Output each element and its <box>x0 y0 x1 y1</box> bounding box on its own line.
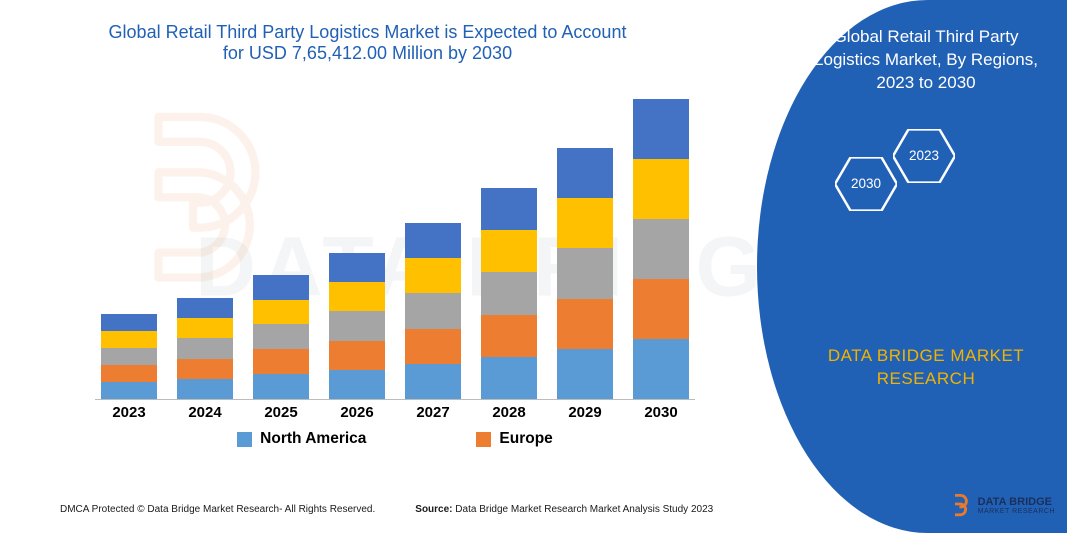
bar-2023 <box>101 314 157 399</box>
hex-label: 2030 <box>851 176 881 191</box>
databridge-logo-icon <box>950 493 972 519</box>
brand-name: DATA BRIDGE MARKET RESEARCH <box>805 345 1047 391</box>
bar-segment <box>405 293 461 329</box>
legend-item: Europe <box>476 430 552 448</box>
bar-segment <box>633 219 689 279</box>
bar-segment <box>557 148 613 198</box>
bar-segment <box>557 248 613 299</box>
bar-segment <box>557 198 613 248</box>
plot-region <box>95 100 695 400</box>
x-tick-label: 2023 <box>101 404 157 421</box>
bar-chart: 20232024202520262027202820292030 North A… <box>95 100 695 440</box>
legend-swatch <box>476 432 491 447</box>
bar-segment <box>177 379 233 399</box>
legend-label: North America <box>260 430 366 448</box>
bar-segment <box>405 329 461 364</box>
hex-badge-group: 2030 2023 <box>805 125 1047 235</box>
x-tick-label: 2029 <box>557 404 613 421</box>
legend-label: Europe <box>499 430 552 448</box>
bar-segment <box>481 357 537 399</box>
x-tick-label: 2025 <box>253 404 309 421</box>
bar-segment <box>177 318 233 338</box>
bar-segment <box>329 311 385 341</box>
hex-label: 2023 <box>909 148 939 163</box>
bar-segment <box>253 324 309 349</box>
hex-badge-2023: 2023 <box>893 129 955 183</box>
bar-segment <box>557 349 613 399</box>
footer-source-label: Source: <box>415 504 452 515</box>
bar-2028 <box>481 188 537 399</box>
bar-segment <box>101 314 157 331</box>
bar-segment <box>481 230 537 272</box>
side-panel: Global Retail Third Party Logistics Mark… <box>757 0 1067 533</box>
bar-segment <box>633 99 689 159</box>
bar-2030 <box>633 99 689 399</box>
chart-title-line2: for USD 7,65,412.00 Million by 2030 <box>90 43 645 64</box>
x-tick-label: 2024 <box>177 404 233 421</box>
bar-segment <box>329 370 385 399</box>
bar-2027 <box>405 223 461 399</box>
databridge-logo: DATA BRIDGE MARKET RESEARCH <box>950 493 1055 519</box>
brand-line: RESEARCH <box>805 368 1047 391</box>
bar-segment <box>557 299 613 349</box>
bar-segment <box>101 365 157 382</box>
bar-segment <box>405 364 461 399</box>
x-tick-label: 2027 <box>405 404 461 421</box>
bar-segment <box>101 382 157 399</box>
chart-title: Global Retail Third Party Logistics Mark… <box>90 22 645 64</box>
bar-segment <box>329 253 385 282</box>
bar-2025 <box>253 275 309 399</box>
bar-segment <box>253 275 309 300</box>
footer-source: Source: Data Bridge Market Research Mark… <box>415 504 713 515</box>
bar-segment <box>177 338 233 359</box>
bar-segment <box>633 339 689 399</box>
legend-item: North America <box>237 430 366 448</box>
x-tick-label: 2026 <box>329 404 385 421</box>
bar-segment <box>405 223 461 258</box>
bar-segment <box>329 282 385 311</box>
bar-2026 <box>329 253 385 399</box>
bar-2029 <box>557 148 613 399</box>
bar-segment <box>481 315 537 357</box>
bar-segment <box>253 374 309 399</box>
databridge-logo-text: DATA BRIDGE <box>978 497 1055 508</box>
bar-segment <box>329 341 385 370</box>
bar-segment <box>177 359 233 379</box>
bar-segment <box>101 331 157 348</box>
chart-legend: North America Europe <box>95 430 695 448</box>
bar-segment <box>177 298 233 318</box>
footer: DMCA Protected © Data Bridge Market Rese… <box>60 504 760 515</box>
databridge-logo-sub: MARKET RESEARCH <box>978 508 1055 515</box>
bar-segment <box>253 300 309 324</box>
bar-segment <box>633 279 689 339</box>
legend-swatch <box>237 432 252 447</box>
bar-segment <box>633 159 689 219</box>
bar-segment <box>405 258 461 293</box>
figure-canvas: DATA BRIDGE Global Retail Third Party Lo… <box>0 0 1067 533</box>
hex-badge-2030: 2030 <box>835 157 897 211</box>
chart-title-line1: Global Retail Third Party Logistics Mark… <box>90 22 645 43</box>
bar-segment <box>101 348 157 365</box>
x-axis-labels: 2023 2024 2025 2026 2027 2028 2029 2030 <box>95 404 695 421</box>
bar-segment <box>481 188 537 230</box>
footer-dmca: DMCA Protected © Data Bridge Market Rese… <box>60 504 375 515</box>
x-tick-label: 2028 <box>481 404 537 421</box>
side-panel-title: Global Retail Third Party Logistics Mark… <box>805 26 1047 95</box>
brand-line: DATA BRIDGE MARKET <box>805 345 1047 368</box>
bar-segment <box>253 349 309 374</box>
x-tick-label: 2030 <box>633 404 689 421</box>
bar-segment <box>481 272 537 315</box>
footer-source-text: Data Bridge Market Research Market Analy… <box>455 504 713 515</box>
bar-2024 <box>177 298 233 399</box>
